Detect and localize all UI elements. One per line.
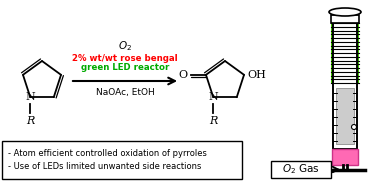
Text: 2% wt/wt rose bengal: 2% wt/wt rose bengal [72, 54, 178, 63]
Text: N: N [208, 92, 218, 102]
Text: - Atom efficient controlled oxidation of pyrroles: - Atom efficient controlled oxidation of… [8, 149, 207, 158]
Text: OH: OH [247, 70, 266, 80]
Bar [331, 15, 359, 23]
Bar [331, 23, 359, 83]
Text: $O_2$: $O_2$ [118, 39, 132, 53]
Bar [271, 161, 331, 178]
Text: green LED reactor: green LED reactor [81, 63, 169, 72]
Text: - Use of LEDs limited unwanted side reactions: - Use of LEDs limited unwanted side reac… [8, 162, 201, 171]
Text: R: R [26, 116, 34, 126]
Bar [2, 141, 242, 179]
Circle shape [352, 125, 356, 129]
Bar [336, 88, 354, 144]
Text: N: N [25, 92, 35, 102]
Text: $O_2$ Gas: $O_2$ Gas [282, 163, 320, 176]
Bar [333, 23, 357, 149]
Text: NaOAc, EtOH: NaOAc, EtOH [96, 88, 154, 97]
Bar [332, 149, 358, 165]
Text: O: O [179, 70, 188, 80]
Text: R: R [209, 116, 217, 126]
Bar [333, 23, 357, 149]
Ellipse shape [329, 8, 361, 16]
